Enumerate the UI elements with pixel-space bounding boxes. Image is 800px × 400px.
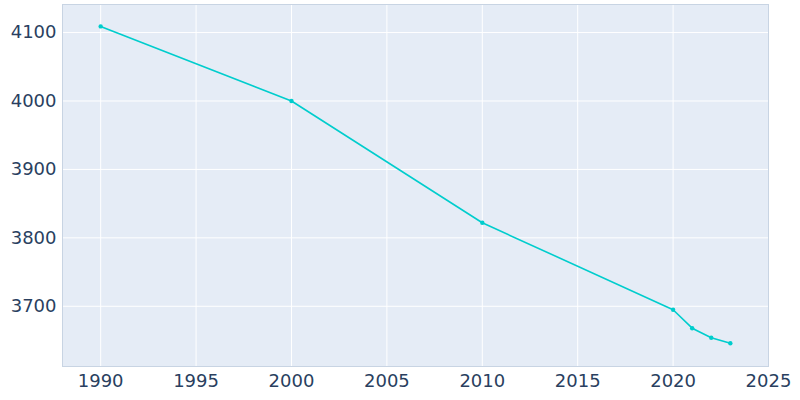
svg-text:4100: 4100 [11,21,57,42]
svg-text:3900: 3900 [11,158,57,179]
svg-text:2015: 2015 [555,370,601,391]
svg-text:2010: 2010 [459,370,505,391]
svg-text:2000: 2000 [269,370,315,391]
svg-text:4000: 4000 [11,90,57,111]
svg-text:2020: 2020 [650,370,696,391]
svg-text:1995: 1995 [173,370,219,391]
svg-text:2005: 2005 [364,370,410,391]
svg-text:2025: 2025 [746,370,792,391]
svg-text:3700: 3700 [11,295,57,316]
svg-text:3800: 3800 [11,227,57,248]
svg-text:1990: 1990 [78,370,124,391]
